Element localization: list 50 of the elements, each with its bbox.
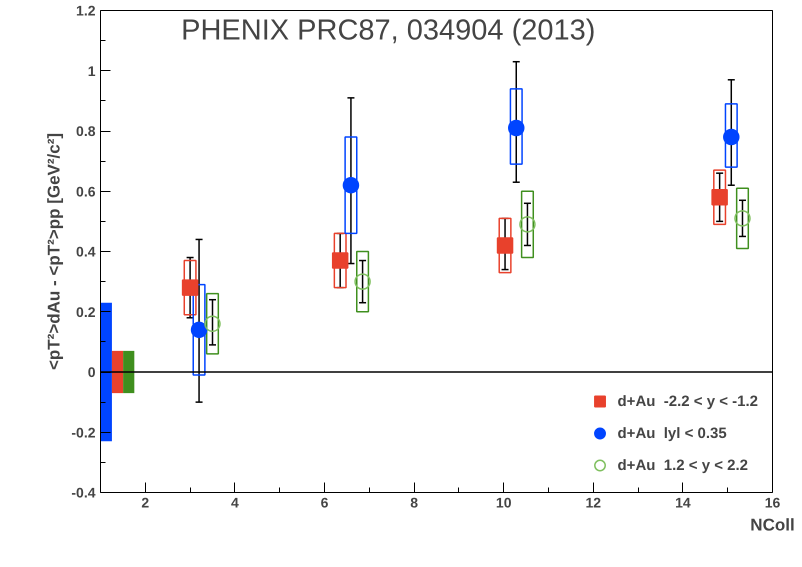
bar — [736, 187, 750, 250]
bar — [724, 103, 738, 168]
y-tick-label: -0.4 — [71, 484, 96, 500]
bar — [510, 88, 523, 165]
y-tick-label: 0.6 — [76, 183, 96, 200]
x-tick-label: 2 — [141, 494, 150, 510]
y-tick-label: 1 — [88, 62, 96, 79]
point — [182, 279, 198, 296]
bar — [334, 232, 347, 288]
x-tick-label: 16 — [764, 494, 780, 510]
legend-label: d+Au lyl < 0.35 — [618, 424, 727, 442]
y-tick-label: -0.2 — [71, 424, 96, 440]
point — [723, 128, 740, 146]
point — [508, 120, 524, 136]
bar — [356, 250, 370, 312]
bar — [344, 136, 358, 234]
point — [190, 322, 208, 338]
x-tick-label: 4 — [231, 494, 240, 510]
point — [519, 216, 536, 233]
y-tick-label: 0.8 — [76, 123, 96, 139]
annotation: PHENIX PRC87, 034904 (2013) — [181, 14, 596, 46]
legend-label: d+Au 1.2 < y < 2.2 — [618, 456, 748, 474]
bar — [184, 260, 197, 316]
bar — [100, 302, 112, 442]
bar — [112, 350, 124, 394]
y-axis-title: <pT²>dAu - <pT²>pp [GeV²/c²] — [44, 132, 64, 370]
x-tick-label: 14 — [675, 494, 691, 510]
bar — [520, 190, 534, 258]
y-tick-label: 0.2 — [76, 304, 96, 320]
bar — [123, 350, 134, 394]
point — [711, 189, 728, 206]
bar — [206, 292, 220, 355]
point — [354, 273, 371, 290]
x-tick-label: 6 — [320, 494, 329, 510]
point — [204, 316, 221, 332]
bar — [192, 284, 206, 376]
y-tick-label: 0 — [88, 364, 96, 380]
point — [734, 210, 751, 227]
x-tick-label: 8 — [410, 494, 418, 510]
x-tick-label: 10 — [496, 494, 512, 510]
point — [342, 176, 360, 194]
y-tick-label: 0.4 — [76, 244, 96, 260]
y-tick-label: 1.2 — [76, 2, 96, 18]
legend-label: d+Au -2.2 < y < -1.2 — [618, 392, 758, 410]
point — [332, 252, 348, 269]
bar — [713, 169, 726, 226]
point — [496, 237, 514, 254]
bar — [498, 218, 512, 274]
x-axis-title: NColl — [750, 516, 795, 534]
x-tick-label: 12 — [586, 494, 602, 510]
